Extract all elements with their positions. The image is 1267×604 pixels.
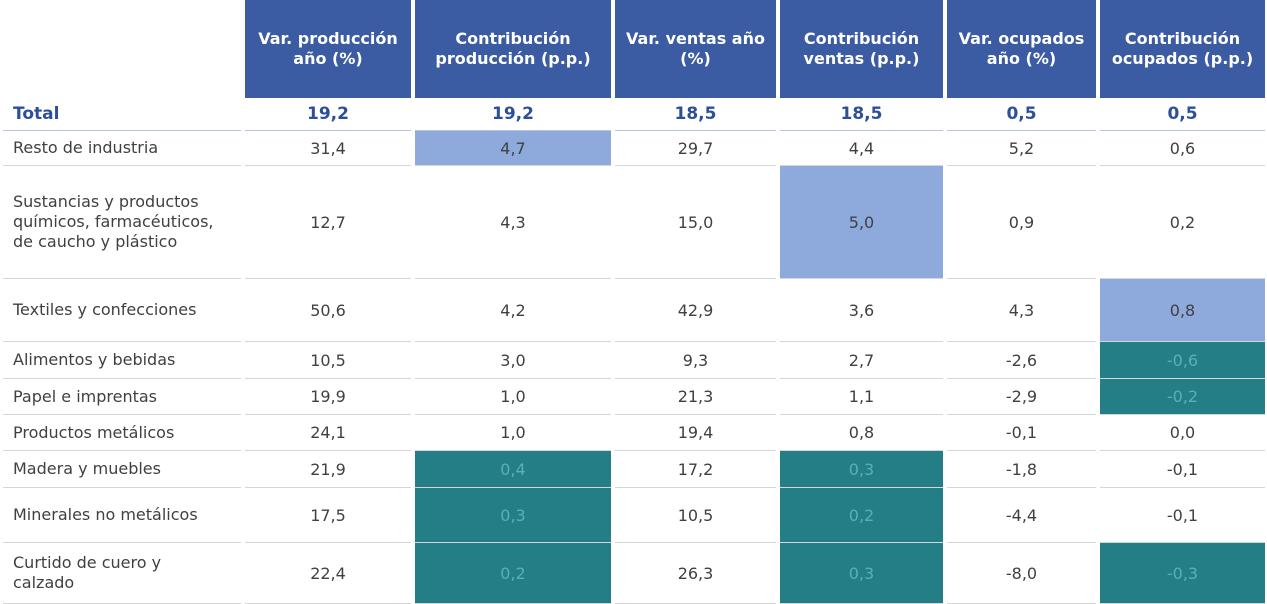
row-label: Papel e imprentas	[3, 378, 243, 415]
cell: 0,2	[1096, 165, 1265, 279]
cell: 1,0	[411, 378, 613, 415]
row-label: Total	[3, 98, 243, 131]
cell: 29,7	[611, 130, 778, 166]
cell: 0,8	[776, 414, 945, 451]
cell: 24,1	[241, 414, 413, 451]
table-row: Papel e imprentas 19,9 1,0 21,3 1,1 -2,9 -0,2	[3, 378, 1265, 415]
table-row: Alimentos y bebidas 10,5 3,0 9,3 2,7 -2,6 -0,6	[3, 341, 1265, 379]
cell: 19,4	[611, 414, 778, 451]
cell: 0,0	[1096, 414, 1265, 451]
cell: 4,4	[776, 130, 945, 166]
cell: 2,7	[776, 341, 945, 379]
column-header: Contribución ocupados (p.p.)	[1096, 0, 1265, 98]
column-header: Var. ventas año (%)	[611, 0, 778, 98]
table-row: Curtido de cuero y calzado 22,4 0,2 26,3 0,3…	[3, 542, 1265, 604]
cell: 42,9	[611, 278, 778, 342]
cell: -0,1	[943, 414, 1098, 451]
table-row: Minerales no metálicos 17,5 0,3 10,5 0,2 -4,4…	[3, 487, 1265, 543]
cell: -0,2	[1096, 378, 1265, 415]
column-header: Var. ocupados año (%)	[943, 0, 1098, 98]
column-header: Contribución producción (p.p.)	[411, 0, 613, 98]
cell: 26,3	[611, 542, 778, 604]
total-row: Total 19,2 19,2 18,5 18,5 0,5 0,5	[3, 98, 1265, 131]
cell: 0,4	[411, 450, 613, 488]
cell: 31,4	[241, 130, 413, 166]
row-label: Alimentos y bebidas	[3, 341, 243, 379]
cell: 9,3	[611, 341, 778, 379]
cell: 0,9	[943, 165, 1098, 279]
cell: 15,0	[611, 165, 778, 279]
cell: 1,0	[411, 414, 613, 451]
cell: -1,8	[943, 450, 1098, 488]
data-table: Var. producción año (%) Contribución prod…	[3, 0, 1265, 604]
cell: 50,6	[241, 278, 413, 342]
cell: 21,9	[241, 450, 413, 488]
cell: 3,0	[411, 341, 613, 379]
cell: 22,4	[241, 542, 413, 604]
total-cell: 18,5	[611, 98, 778, 131]
cell: 4,7	[411, 130, 613, 166]
table-body: Total 19,2 19,2 18,5 18,5 0,5 0,5 Resto de indu…	[3, 98, 1265, 604]
cell: 12,7	[241, 165, 413, 279]
row-label: Productos metálicos	[3, 414, 243, 451]
cell: 5,0	[776, 165, 945, 279]
cell: 0,8	[1096, 278, 1265, 342]
cell: 0,3	[411, 487, 613, 543]
table-row: Madera y muebles 21,9 0,4 17,2 0,3 -1,8 -0,1	[3, 450, 1265, 488]
cell: 10,5	[611, 487, 778, 543]
column-header: Contribución ventas (p.p.)	[776, 0, 945, 98]
total-cell: 0,5	[943, 98, 1098, 131]
row-label: Textiles y confecciones	[3, 278, 243, 342]
cell: 0,2	[411, 542, 613, 604]
table-row: Resto de industria 31,4 4,7 29,7 4,4 5,2 0,6	[3, 130, 1265, 166]
cell: -2,9	[943, 378, 1098, 415]
cell: 0,3	[776, 450, 945, 488]
row-label: Curtido de cuero y calzado	[3, 542, 243, 604]
row-label: Resto de industria	[3, 130, 243, 166]
table-row: Sustancias y productos químicos, farmacé…	[3, 165, 1265, 279]
cell: -8,0	[943, 542, 1098, 604]
total-cell: 0,5	[1096, 98, 1265, 131]
table-row: Textiles y confecciones 50,6 4,2 42,9 3,6 4,3…	[3, 278, 1265, 342]
row-label: Madera y muebles	[3, 450, 243, 488]
total-cell: 18,5	[776, 98, 945, 131]
column-header: Var. producción año (%)	[241, 0, 413, 98]
cell: 0,6	[1096, 130, 1265, 166]
table-row: Productos metálicos 24,1 1,0 19,4 0,8 -0,1 0,0	[3, 414, 1265, 451]
row-label: Minerales no metálicos	[3, 487, 243, 543]
cell: -0,6	[1096, 341, 1265, 379]
cell: -2,6	[943, 341, 1098, 379]
cell: -4,4	[943, 487, 1098, 543]
cell: -0,1	[1096, 450, 1265, 488]
cell: -0,3	[1096, 542, 1265, 604]
cell: 4,2	[411, 278, 613, 342]
cell: 4,3	[411, 165, 613, 279]
header-row: Var. producción año (%) Contribución prod…	[3, 0, 1265, 98]
cell: 5,2	[943, 130, 1098, 166]
cell: 17,2	[611, 450, 778, 488]
cell: 19,9	[241, 378, 413, 415]
total-cell: 19,2	[411, 98, 613, 131]
cell: 4,3	[943, 278, 1098, 342]
cell: 21,3	[611, 378, 778, 415]
cell: 3,6	[776, 278, 945, 342]
cell: -0,1	[1096, 487, 1265, 543]
cell: 10,5	[241, 341, 413, 379]
cell: 1,1	[776, 378, 945, 415]
total-cell: 19,2	[241, 98, 413, 131]
cell: 0,2	[776, 487, 945, 543]
corner	[3, 0, 243, 98]
cell: 0,3	[776, 542, 945, 604]
row-label: Sustancias y productos químicos, farmacé…	[3, 165, 243, 279]
cell: 17,5	[241, 487, 413, 543]
